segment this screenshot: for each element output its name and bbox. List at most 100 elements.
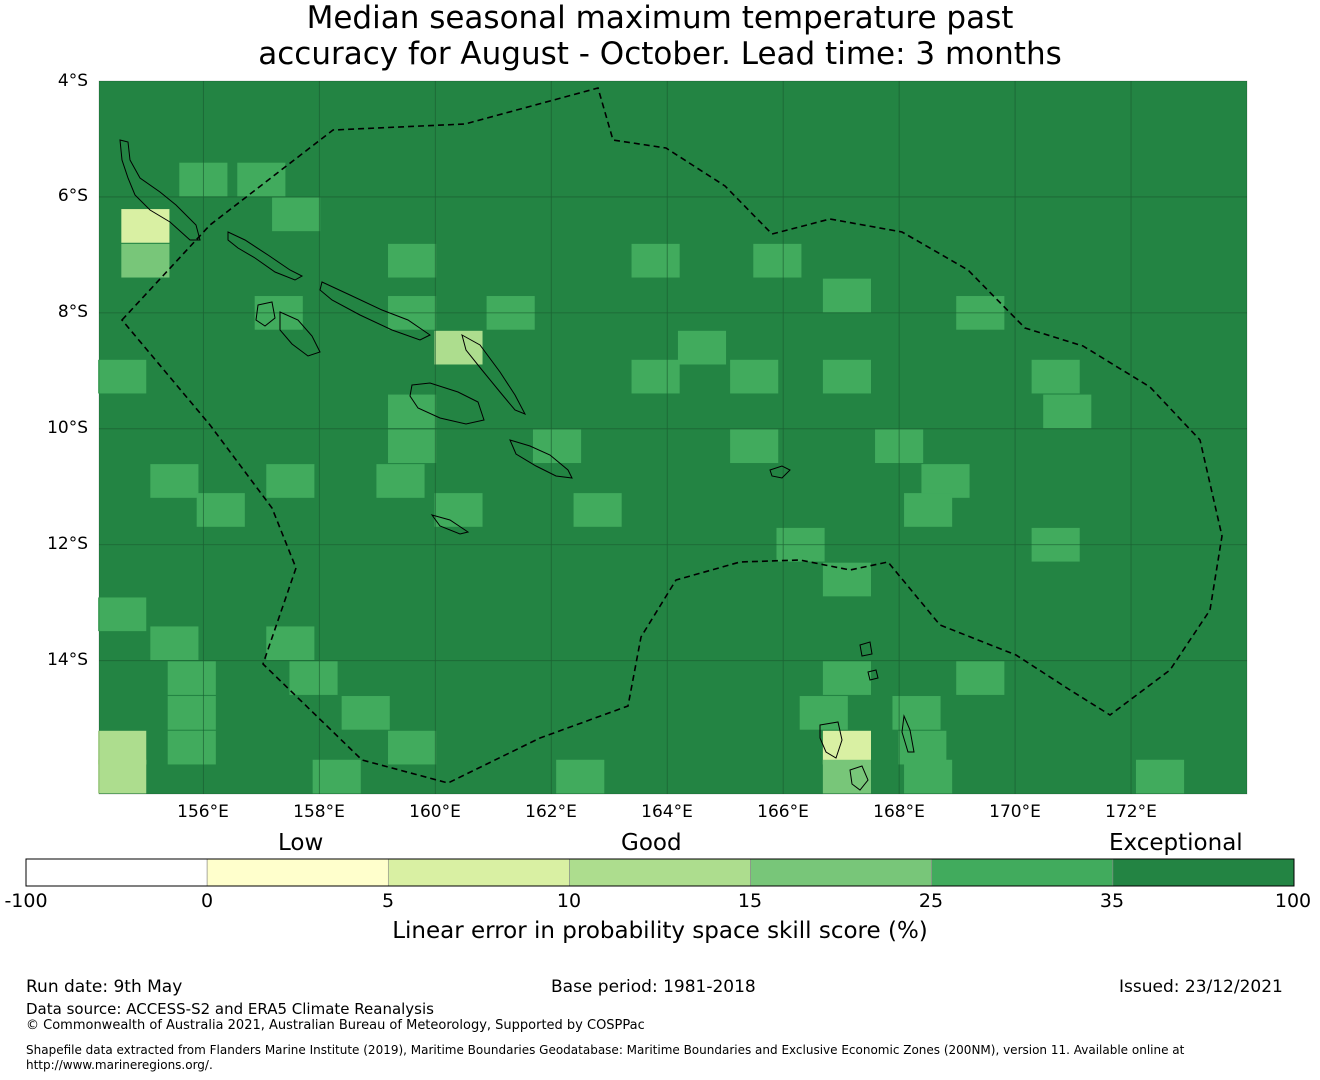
map-title-line-2: accuracy for August - October. Lead time… xyxy=(258,36,1062,72)
coastline-espiritu-santo xyxy=(819,721,843,759)
skill-cell xyxy=(532,429,582,464)
lat-label-14s: 14°S xyxy=(47,650,88,670)
skill-cell xyxy=(631,243,680,278)
skill-cell xyxy=(434,330,483,365)
skill-cell xyxy=(388,429,437,464)
skill-cell xyxy=(822,661,872,695)
legend-category-low: Low xyxy=(278,830,324,856)
coastline-santa-isabel xyxy=(319,281,431,341)
colorbar-tick-label: 35 xyxy=(1099,890,1125,912)
coastlines xyxy=(119,139,915,791)
skill-cell xyxy=(266,626,315,661)
colorbar-tick-label: 25 xyxy=(918,890,944,912)
skill-cell xyxy=(1031,359,1080,394)
lat-label-4s: 4°S xyxy=(57,71,88,91)
colorbar-segment xyxy=(931,858,1114,887)
skill-cell xyxy=(631,359,680,394)
skill-cell xyxy=(822,359,872,394)
skill-cell xyxy=(434,493,483,527)
shapefile-credit-line-2: http://www.marineregions.org/. xyxy=(26,1058,213,1072)
colorbar-tick-label: 100 xyxy=(1274,890,1312,912)
skill-cell xyxy=(150,626,199,661)
coastline-guadalcanal xyxy=(409,382,485,425)
skill-cell xyxy=(98,759,147,794)
lat-label-10s: 10°S xyxy=(47,418,88,438)
skill-cell xyxy=(289,661,338,695)
lat-label-8s: 8°S xyxy=(57,302,88,322)
coastline-bougainville xyxy=(119,139,201,241)
skill-cell xyxy=(1043,394,1092,429)
legend-category-exceptional: Exceptional xyxy=(1109,830,1243,856)
skill-cell xyxy=(904,493,953,527)
lon-label-172e: 172°E xyxy=(1105,802,1157,822)
map-frame xyxy=(98,80,1248,795)
skill-cell xyxy=(167,696,216,730)
lon-label-170e: 170°E xyxy=(989,802,1041,822)
skill-cell xyxy=(272,197,321,232)
lon-label-166e: 166°E xyxy=(757,802,809,822)
colorbar-segment xyxy=(206,858,389,887)
skill-cell xyxy=(677,330,727,365)
lon-label-168e: 168°E xyxy=(873,802,925,822)
skill-cell xyxy=(956,661,1005,695)
lon-label-156e: 156°E xyxy=(177,802,229,822)
coastline-new-georgia xyxy=(255,301,321,357)
colorbar-segment xyxy=(25,858,208,887)
run-date: Run date: 9th May xyxy=(26,977,183,997)
coastline-santa-cruz xyxy=(769,465,791,479)
skill-cell xyxy=(822,759,872,794)
skill-cell xyxy=(388,730,437,765)
skill-cell xyxy=(822,562,872,597)
skill-cell xyxy=(822,730,872,765)
base-period: Base period: 1981-2018 xyxy=(551,977,756,997)
skill-cell xyxy=(573,493,622,527)
colorbar-tick-label: 0 xyxy=(200,890,214,912)
skill-cell xyxy=(121,209,170,243)
coastline-malekula xyxy=(849,765,869,791)
skill-cell xyxy=(237,162,286,197)
lon-label-158e: 158°E xyxy=(293,802,345,822)
skill-cell xyxy=(98,359,147,394)
colorbar-segment xyxy=(750,858,933,887)
skill-cell xyxy=(898,730,947,765)
colorbar-frame xyxy=(25,858,1295,887)
lat-label-12s: 12°S xyxy=(47,534,88,554)
colorbar-segment xyxy=(569,858,751,887)
skill-cell xyxy=(730,429,779,464)
coastline-rennell xyxy=(430,514,470,535)
shapefile-credit-line-1: Shapefile data extracted from Flanders M… xyxy=(26,1043,1185,1057)
lon-label-160e: 160°E xyxy=(409,802,461,822)
colorbar-segment xyxy=(1112,858,1295,887)
skill-cell xyxy=(1135,759,1185,794)
coastline-ambae xyxy=(859,641,879,681)
skill-cell xyxy=(753,243,802,278)
colorbar-title: Linear error in probability space skill … xyxy=(392,918,928,944)
colorbar-tick-label: 10 xyxy=(556,890,582,912)
eez-boundary-solomon-islands xyxy=(120,87,1223,784)
lon-label-162e: 162°E xyxy=(525,802,577,822)
skill-cell xyxy=(98,730,147,765)
skill-cell xyxy=(341,696,390,730)
issued-date: Issued: 23/12/2021 xyxy=(1119,977,1283,997)
skill-cell xyxy=(376,464,425,498)
skill-cell xyxy=(822,278,872,313)
skill-cell xyxy=(556,759,605,794)
skill-cell xyxy=(98,597,147,632)
data-source: Data source: ACCESS-S2 and ERA5 Climate … xyxy=(26,1000,434,1018)
coastline-malaita xyxy=(461,333,527,415)
legend-category-good: Good xyxy=(621,830,682,856)
graticule xyxy=(99,81,1247,794)
skill-cell xyxy=(150,464,199,498)
coastline-pentecost xyxy=(901,714,915,753)
skill-cell xyxy=(167,730,216,765)
skill-cell xyxy=(388,243,437,278)
colorbar-tick-label: -100 xyxy=(4,890,48,912)
coastline-makira xyxy=(509,439,573,479)
skill-cell xyxy=(921,464,970,498)
lat-label-6s: 6°S xyxy=(57,186,88,206)
skill-cell xyxy=(730,359,779,394)
coastline-choiseul xyxy=(227,231,304,281)
lon-label-164e: 164°E xyxy=(641,802,693,822)
skill-cell xyxy=(892,696,941,730)
